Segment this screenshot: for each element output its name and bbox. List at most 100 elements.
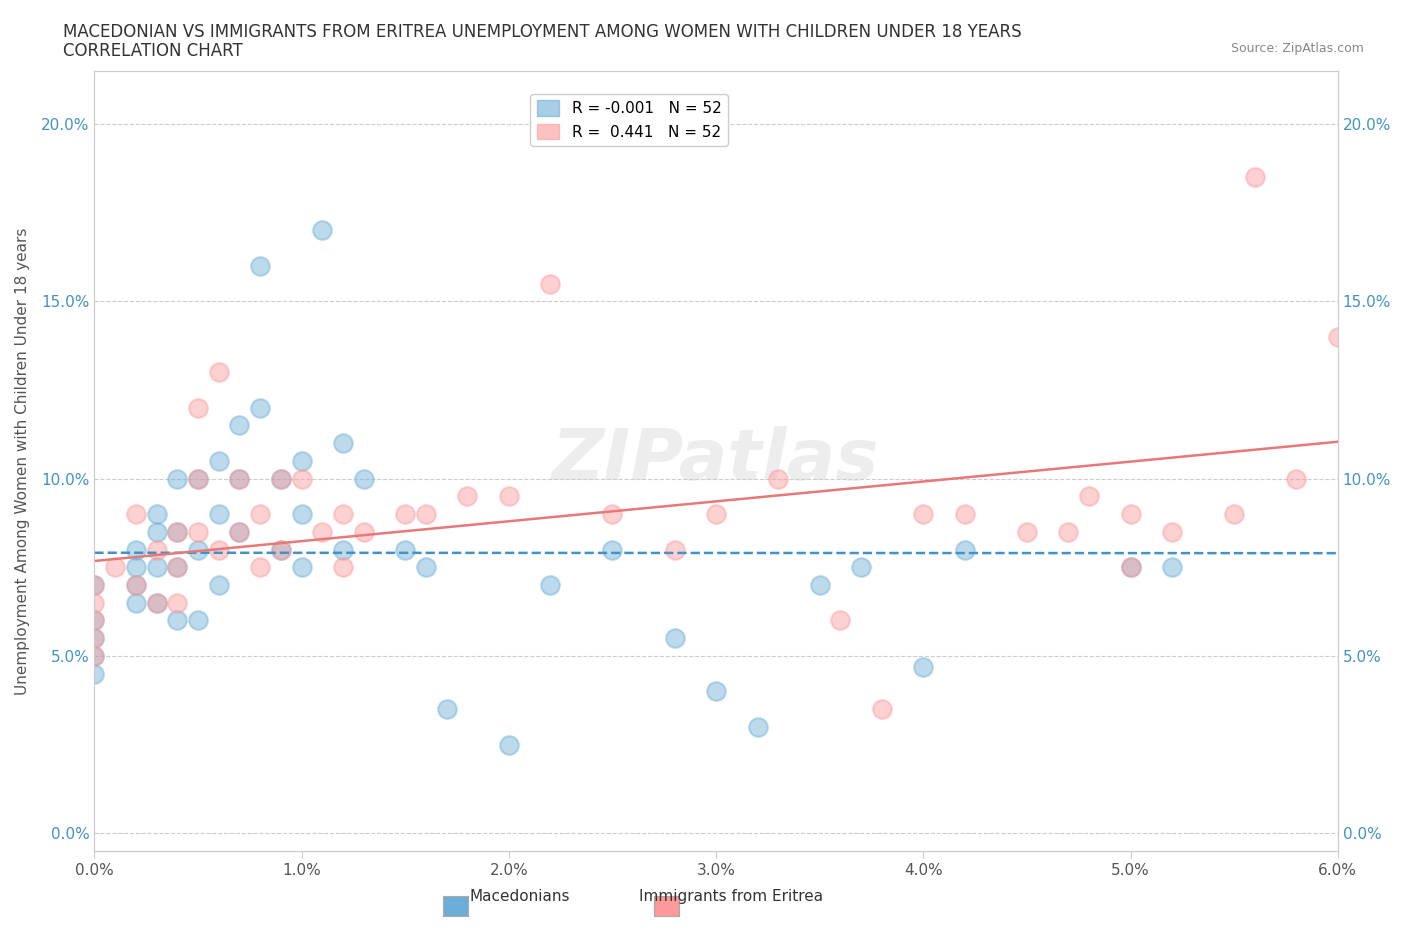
Point bbox=[83, 613, 105, 628]
Point bbox=[249, 560, 271, 575]
Point bbox=[332, 542, 354, 557]
Y-axis label: Unemployment Among Women with Children Under 18 years: Unemployment Among Women with Children U… bbox=[15, 227, 30, 695]
Point bbox=[830, 613, 852, 628]
Point bbox=[228, 525, 250, 539]
Point bbox=[228, 472, 250, 486]
Point bbox=[125, 542, 148, 557]
Point bbox=[538, 276, 561, 291]
Point bbox=[747, 720, 769, 735]
Point bbox=[187, 472, 209, 486]
Point bbox=[83, 631, 105, 645]
Point bbox=[166, 560, 188, 575]
Point bbox=[145, 507, 167, 522]
Text: Macedonians: Macedonians bbox=[470, 889, 571, 904]
Text: Immigrants from Eritrea: Immigrants from Eritrea bbox=[640, 889, 823, 904]
Point bbox=[704, 684, 727, 698]
Point bbox=[145, 595, 167, 610]
Point bbox=[394, 542, 416, 557]
Point bbox=[415, 560, 437, 575]
Point bbox=[1285, 472, 1308, 486]
Point bbox=[270, 472, 292, 486]
Point bbox=[311, 525, 333, 539]
Point bbox=[768, 472, 790, 486]
Point bbox=[1078, 489, 1101, 504]
Point bbox=[602, 542, 624, 557]
Point bbox=[311, 223, 333, 238]
Point bbox=[353, 525, 375, 539]
Point bbox=[953, 542, 976, 557]
Text: MACEDONIAN VS IMMIGRANTS FROM ERITREA UNEMPLOYMENT AMONG WOMEN WITH CHILDREN UND: MACEDONIAN VS IMMIGRANTS FROM ERITREA UN… bbox=[63, 23, 1022, 41]
Point bbox=[664, 631, 686, 645]
Point bbox=[1119, 560, 1142, 575]
Point bbox=[270, 472, 292, 486]
Point bbox=[166, 560, 188, 575]
Point bbox=[1119, 560, 1142, 575]
Point bbox=[145, 595, 167, 610]
Point bbox=[704, 507, 727, 522]
Legend: R = -0.001   N = 52, R =  0.441   N = 52: R = -0.001 N = 52, R = 0.441 N = 52 bbox=[530, 94, 727, 146]
Point bbox=[1119, 507, 1142, 522]
Point bbox=[145, 525, 167, 539]
Point bbox=[145, 560, 167, 575]
Point bbox=[270, 542, 292, 557]
Text: CORRELATION CHART: CORRELATION CHART bbox=[63, 42, 243, 60]
Point bbox=[249, 507, 271, 522]
Point bbox=[436, 702, 458, 717]
Point bbox=[808, 578, 831, 592]
Text: Source: ZipAtlas.com: Source: ZipAtlas.com bbox=[1230, 42, 1364, 55]
Point bbox=[1326, 329, 1348, 344]
Point bbox=[83, 648, 105, 663]
Point bbox=[664, 542, 686, 557]
Point bbox=[912, 659, 935, 674]
Point bbox=[104, 560, 127, 575]
Point bbox=[290, 507, 312, 522]
Point bbox=[187, 472, 209, 486]
Point bbox=[249, 400, 271, 415]
Point bbox=[208, 365, 231, 379]
Point bbox=[83, 648, 105, 663]
Point bbox=[228, 525, 250, 539]
Point bbox=[1223, 507, 1246, 522]
Point bbox=[228, 418, 250, 432]
Point bbox=[125, 560, 148, 575]
Point bbox=[912, 507, 935, 522]
Point bbox=[538, 578, 561, 592]
Point bbox=[83, 578, 105, 592]
Point bbox=[166, 472, 188, 486]
Point bbox=[125, 578, 148, 592]
Point bbox=[394, 507, 416, 522]
Point bbox=[870, 702, 893, 717]
Point bbox=[83, 666, 105, 681]
Point bbox=[953, 507, 976, 522]
Point bbox=[125, 507, 148, 522]
Point bbox=[1015, 525, 1038, 539]
Point bbox=[208, 578, 231, 592]
Point bbox=[1057, 525, 1080, 539]
Point bbox=[332, 436, 354, 451]
Point bbox=[145, 542, 167, 557]
Point bbox=[83, 578, 105, 592]
Point bbox=[498, 489, 520, 504]
Point bbox=[187, 613, 209, 628]
Point bbox=[166, 595, 188, 610]
Point bbox=[187, 542, 209, 557]
Point bbox=[1244, 170, 1267, 185]
Point bbox=[208, 542, 231, 557]
Point bbox=[290, 454, 312, 469]
Text: ZIPatlas: ZIPatlas bbox=[553, 426, 880, 496]
Point bbox=[166, 525, 188, 539]
Point bbox=[332, 560, 354, 575]
Point bbox=[270, 542, 292, 557]
Point bbox=[228, 472, 250, 486]
Point bbox=[498, 737, 520, 752]
Point bbox=[187, 525, 209, 539]
Point bbox=[83, 595, 105, 610]
Point bbox=[456, 489, 478, 504]
Point bbox=[83, 631, 105, 645]
Point bbox=[187, 400, 209, 415]
Point bbox=[208, 454, 231, 469]
Point bbox=[332, 507, 354, 522]
Point bbox=[1161, 525, 1184, 539]
Point bbox=[125, 595, 148, 610]
Point bbox=[290, 560, 312, 575]
